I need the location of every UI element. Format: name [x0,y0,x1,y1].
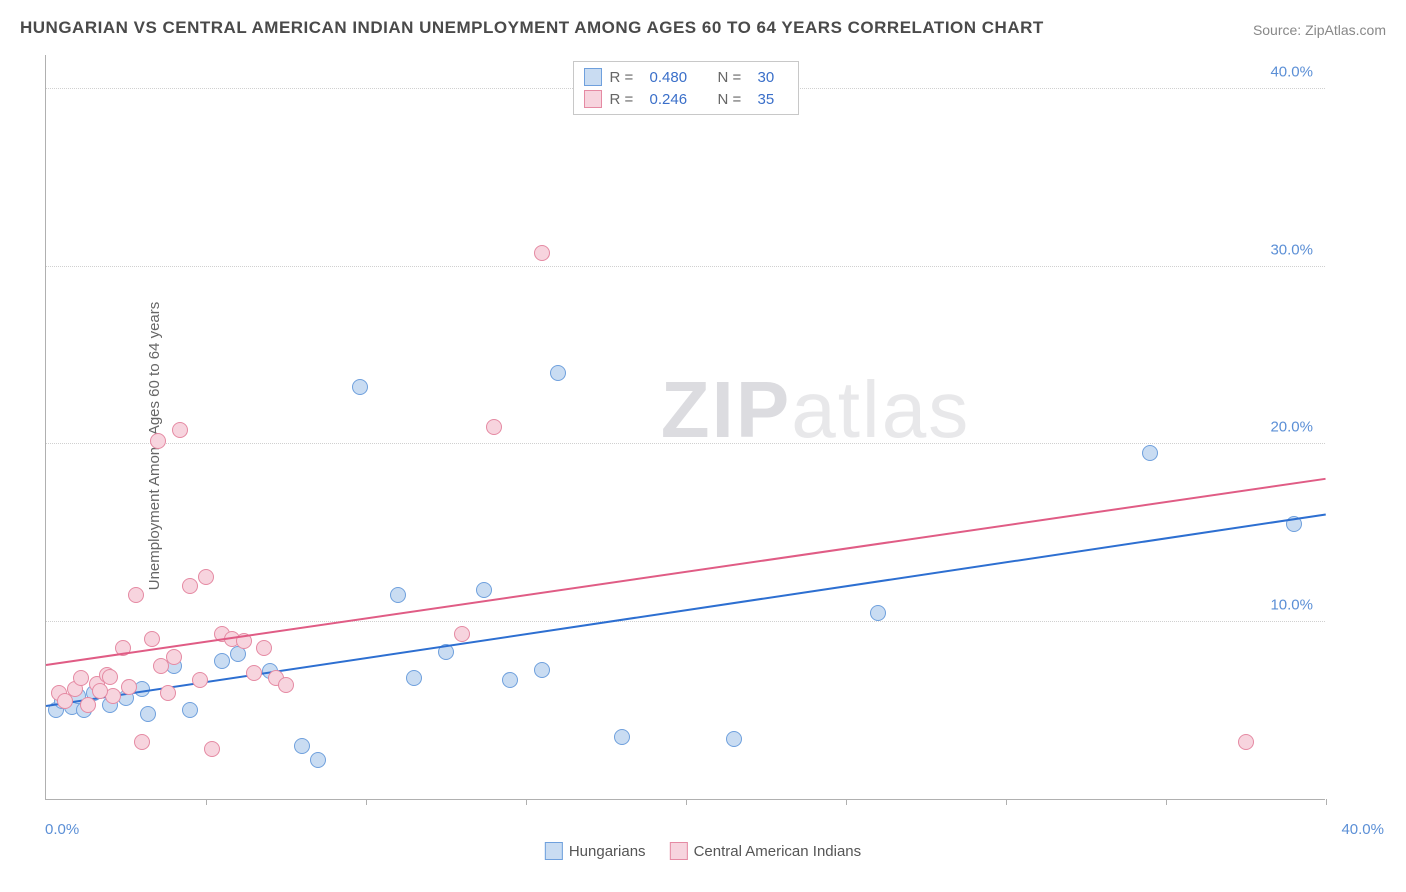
scatter-point [486,419,502,435]
legend-label: Hungarians [569,843,646,860]
x-tick [1326,799,1327,805]
scatter-point [80,697,96,713]
scatter-point [1142,445,1158,461]
x-tick [846,799,847,805]
scatter-point [160,685,176,701]
scatter-point [550,365,566,381]
source-attribution: Source: ZipAtlas.com [1253,22,1386,38]
scatter-point [870,605,886,621]
scatter-point [150,433,166,449]
scatter-point [246,665,262,681]
gridline [46,266,1325,267]
r-label: R = [610,91,642,108]
scatter-point [278,677,294,693]
scatter-point [454,626,470,642]
scatter-point [204,741,220,757]
scatter-point [192,672,208,688]
scatter-point [534,662,550,678]
scatter-point [406,670,422,686]
scatter-point [256,640,272,656]
stats-row: R = 0.246 N = 35 [584,88,788,110]
stats-swatch [584,68,602,86]
scatter-point [214,653,230,669]
r-value: 0.246 [650,91,710,108]
scatter-point [182,702,198,718]
r-label: R = [610,69,642,86]
y-tick-label: 10.0% [1270,596,1313,613]
x-tick [366,799,367,805]
scatter-point [614,729,630,745]
scatter-point [128,587,144,603]
scatter-point [166,649,182,665]
trend-line [46,513,1326,707]
scatter-point [534,245,550,261]
stats-swatch [584,90,602,108]
scatter-point [476,582,492,598]
scatter-point [121,679,137,695]
n-value: 30 [758,69,788,86]
scatter-point [140,706,156,722]
scatter-point [726,731,742,747]
scatter-point [134,734,150,750]
gridline [46,443,1325,444]
scatter-point [198,569,214,585]
y-tick-label: 20.0% [1270,419,1313,436]
scatter-point [172,422,188,438]
r-value: 0.480 [650,69,710,86]
scatter-point [502,672,518,688]
legend-swatch-pink [670,842,688,860]
x-axis-end-label: 40.0% [1341,821,1384,838]
trend-line [46,478,1326,666]
x-tick [526,799,527,805]
scatter-point [390,587,406,603]
scatter-point [310,752,326,768]
y-tick-label: 30.0% [1270,241,1313,258]
plot-area: 10.0% 20.0% 30.0% 40.0% R = 0.480 N = 30 R = 0.24… [45,55,1325,800]
legend-label: Central American Indians [694,843,862,860]
x-tick [1006,799,1007,805]
scatter-point [294,738,310,754]
legend-item-cai: Central American Indians [670,842,862,860]
x-tick [206,799,207,805]
stats-legend: R = 0.480 N = 30 R = 0.246 N = 35 [573,61,799,115]
scatter-point [1238,734,1254,750]
n-label: N = [718,91,750,108]
x-tick [1166,799,1167,805]
scatter-point [182,578,198,594]
gridline [46,621,1325,622]
legend-swatch-blue [545,842,563,860]
scatter-point [73,670,89,686]
scatter-point [144,631,160,647]
y-tick-label: 40.0% [1270,64,1313,81]
chart-title: HUNGARIAN VS CENTRAL AMERICAN INDIAN UNE… [20,18,1044,38]
stats-row: R = 0.480 N = 30 [584,66,788,88]
n-label: N = [718,69,750,86]
scatter-point [92,683,108,699]
scatter-point [352,379,368,395]
x-tick [686,799,687,805]
n-value: 35 [758,91,788,108]
bottom-legend: Hungarians Central American Indians [545,842,861,860]
scatter-point [102,669,118,685]
legend-item-hungarians: Hungarians [545,842,646,860]
x-axis-start-label: 0.0% [45,821,79,838]
